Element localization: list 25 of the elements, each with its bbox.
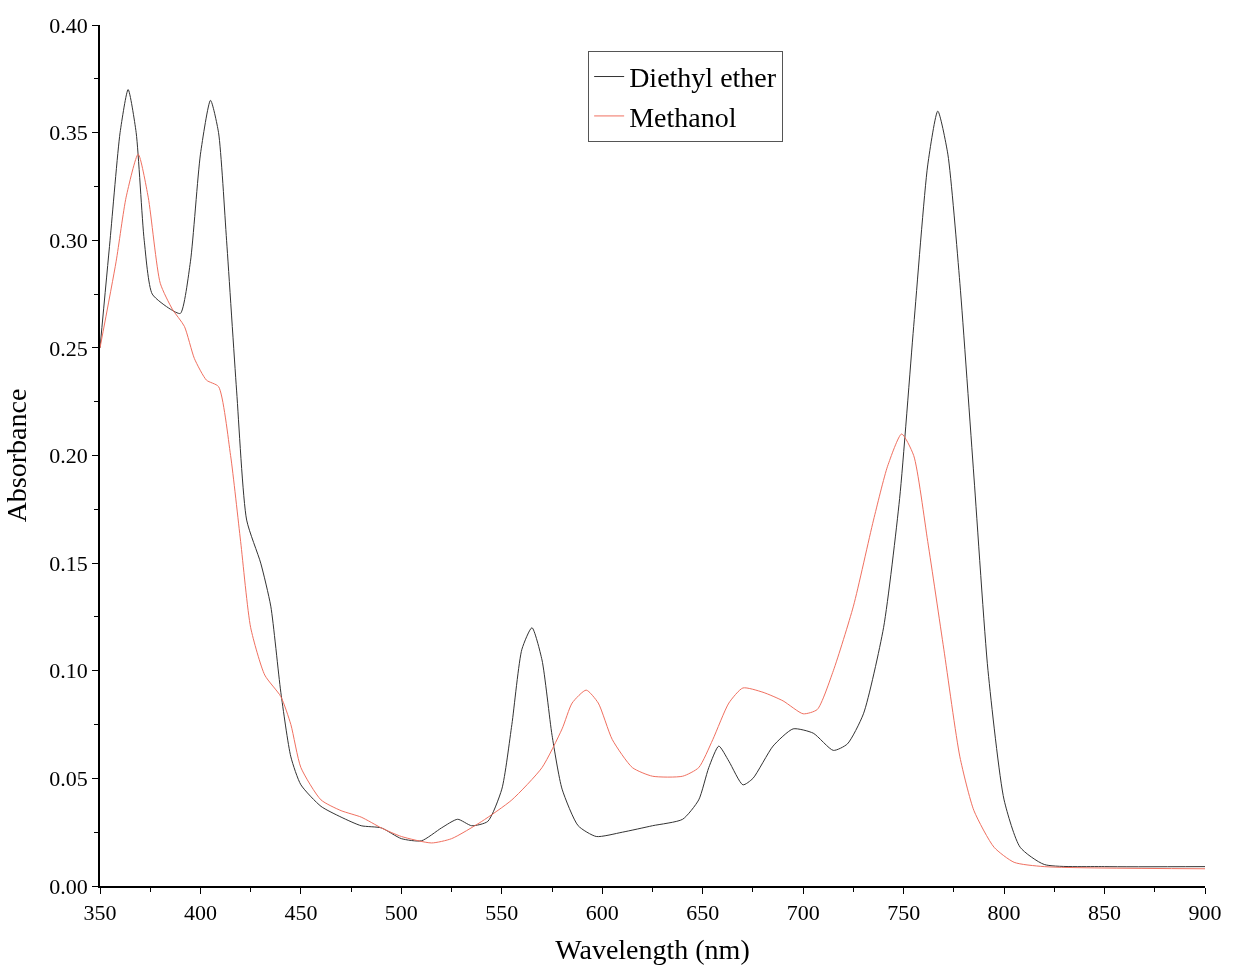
x-tick-label: 850 bbox=[1088, 900, 1122, 926]
x-tick-label: 550 bbox=[485, 900, 519, 926]
x-tick-label: 650 bbox=[686, 900, 720, 926]
legend-label: Methanol bbox=[629, 101, 737, 133]
y-tick-label: 0.05 bbox=[49, 766, 88, 792]
x-tick-label: 400 bbox=[183, 900, 217, 926]
y-tick-label: 0.15 bbox=[49, 550, 88, 576]
x-tick-label: 600 bbox=[585, 900, 619, 926]
y-tick-label: 0.30 bbox=[49, 227, 88, 253]
x-tick-label: 350 bbox=[83, 900, 117, 926]
y-tick-label: 0.40 bbox=[49, 12, 88, 38]
x-tick-label: 450 bbox=[284, 900, 318, 926]
y-tick-label: 0.10 bbox=[49, 658, 88, 684]
x-tick-label: 900 bbox=[1188, 900, 1222, 926]
x-tick-label: 750 bbox=[887, 900, 921, 926]
y-tick-label: 0.25 bbox=[49, 335, 88, 361]
y-tick-label: 0.00 bbox=[49, 873, 88, 899]
y-tick-label: 0.20 bbox=[49, 443, 88, 469]
x-tick-label: 500 bbox=[384, 900, 418, 926]
x-tick-label: 700 bbox=[786, 900, 820, 926]
legend-label: Diethyl ether bbox=[629, 62, 777, 94]
y-tick-label: 0.35 bbox=[49, 120, 88, 146]
x-tick-label: 800 bbox=[987, 900, 1021, 926]
x-axis-title: Wavelength (nm) bbox=[555, 933, 750, 965]
y-axis-title: Absorbance bbox=[0, 388, 32, 523]
